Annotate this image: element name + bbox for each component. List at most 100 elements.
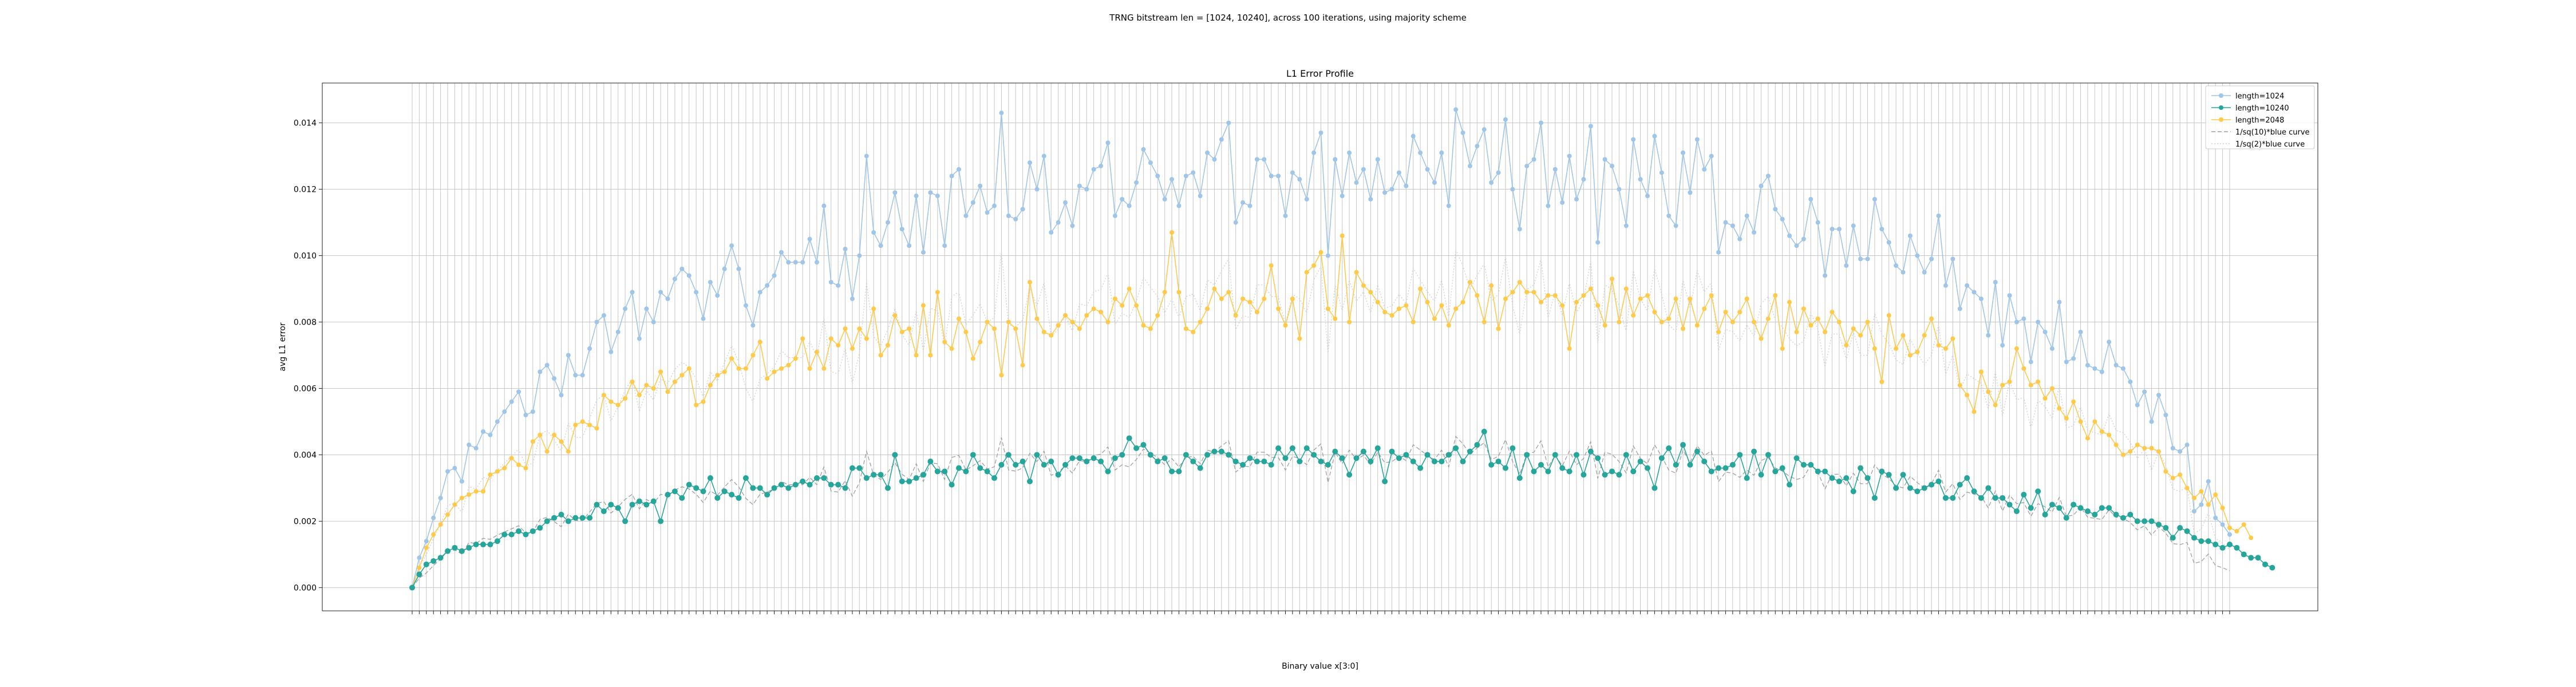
data-point-length-1024 (1965, 283, 1970, 288)
data-point-length-2048 (445, 512, 451, 517)
data-point-length-10240 (1516, 475, 1523, 481)
data-point-length-2048 (2249, 535, 2254, 540)
data-point-length-10240 (409, 585, 415, 591)
data-point-length-10240 (1020, 459, 1026, 465)
data-point-length-1024 (2107, 339, 2112, 345)
data-point-length-1024 (1453, 107, 1459, 112)
data-point-length-10240 (1226, 452, 1232, 458)
data-point-length-2048 (1112, 296, 1117, 301)
data-point-length-2048 (1730, 319, 1735, 325)
data-point-length-1024 (1510, 187, 1515, 192)
data-point-length-2048 (1155, 313, 1160, 318)
data-point-length-10240 (785, 485, 792, 491)
data-point-length-1024 (1844, 263, 1849, 268)
data-point-length-10240 (1737, 452, 1743, 458)
data-point-length-10240 (1084, 459, 1090, 465)
data-point-length-2048 (722, 369, 727, 374)
data-point-length-2048 (2000, 382, 2005, 388)
data-point-length-10240 (1467, 448, 1473, 455)
data-point-length-2048 (2227, 526, 2232, 531)
data-point-length-2048 (1957, 382, 1962, 388)
data-point-length-2048 (2128, 449, 2133, 454)
data-point-length-10240 (813, 475, 820, 481)
data-point-length-10240 (1950, 495, 1956, 501)
data-point-length-2048 (1148, 326, 1153, 331)
data-point-length-1024 (1262, 157, 1267, 162)
data-point-length-10240 (1261, 459, 1267, 465)
data-point-length-2048 (1105, 319, 1111, 325)
data-point-length-2048 (928, 353, 933, 358)
data-point-length-1024 (985, 210, 990, 215)
data-point-length-10240 (1389, 448, 1395, 455)
data-point-length-10240 (2234, 544, 2240, 551)
data-point-length-1024 (1901, 270, 1906, 275)
data-point-length-2048 (1709, 293, 1714, 298)
data-point-length-2048 (1666, 316, 1672, 321)
data-point-length-2048 (1347, 319, 1352, 325)
y-tick-label: 0.014 (294, 119, 317, 128)
data-point-length-10240 (1758, 472, 1764, 478)
data-point-length-1024 (1056, 220, 1061, 225)
data-point-length-10240 (1992, 495, 1998, 501)
data-point-length-1024 (1404, 183, 1409, 188)
data-point-length-2048 (1659, 319, 1664, 325)
data-point-length-10240 (658, 518, 664, 524)
data-point-length-10240 (2056, 505, 2063, 511)
data-point-length-10240 (1303, 445, 1310, 451)
data-point-length-10240 (508, 531, 515, 538)
data-point-length-1024 (658, 290, 663, 295)
data-point-length-1024 (637, 336, 642, 341)
data-point-length-10240 (1048, 459, 1054, 465)
data-point-length-1024 (1233, 220, 1238, 225)
data-point-length-10240 (771, 485, 777, 491)
data-point-length-1024 (800, 260, 805, 265)
data-point-length-1024 (772, 273, 777, 278)
data-point-length-2048 (1176, 290, 1182, 295)
data-point-length-1024 (2220, 522, 2225, 527)
y-axis-ticks: 0.000 0.002 0.004 0.006 0.008 0.010 0.012 0.014 (294, 119, 322, 593)
data-point-length-2048 (1120, 303, 1125, 308)
data-point-length-10240 (977, 465, 983, 471)
data-point-length-1024 (1730, 223, 1735, 228)
data-point-length-10240 (2184, 528, 2190, 534)
data-point-length-2048 (2042, 396, 2048, 401)
data-point-length-2048 (438, 522, 443, 527)
data-point-length-10240 (544, 518, 550, 524)
data-point-length-10240 (1581, 472, 1587, 478)
data-point-length-10240 (516, 528, 522, 534)
data-point-length-1024 (2142, 389, 2147, 394)
data-point-length-2048 (1524, 290, 1530, 295)
data-point-length-2048 (871, 306, 876, 311)
data-point-length-2048 (1028, 279, 1032, 285)
data-point-length-1024 (1645, 194, 1650, 199)
data-point-length-1024 (1929, 256, 1934, 262)
data-point-length-2048 (1290, 296, 1295, 301)
data-point-length-1024 (701, 316, 706, 321)
data-point-length-10240 (2092, 511, 2098, 518)
data-point-length-10240 (1907, 485, 1913, 491)
data-point-length-1024 (1801, 236, 1806, 242)
data-point-length-10240 (736, 495, 742, 501)
data-point-length-2048 (1922, 333, 1927, 338)
data-point-length-10240 (2084, 508, 2091, 515)
data-point-length-10240 (1793, 455, 1800, 461)
data-point-length-2048 (864, 336, 869, 341)
data-point-length-10240 (1971, 488, 1977, 495)
y-tick-label: 0.002 (294, 517, 317, 526)
data-point-length-1024 (1879, 227, 1884, 232)
data-point-length-2048 (1318, 250, 1323, 255)
data-point-length-1024 (1773, 207, 1778, 212)
data-point-length-2048 (772, 369, 777, 374)
data-point-length-1024 (1503, 117, 1508, 122)
data-point-length-10240 (892, 452, 898, 458)
x-axis-label: Binary value x[3:0] (1282, 662, 1358, 671)
data-point-length-10240 (1687, 461, 1693, 468)
data-point-length-2048 (2184, 485, 2190, 491)
data-point-length-1024 (1368, 196, 1373, 202)
data-point-length-10240 (2071, 502, 2077, 508)
data-point-length-1024 (1120, 196, 1125, 202)
data-point-length-2048 (2092, 419, 2097, 424)
data-point-length-10240 (778, 481, 784, 488)
data-point-length-1024 (1552, 167, 1558, 172)
data-point-length-10240 (1218, 448, 1224, 455)
